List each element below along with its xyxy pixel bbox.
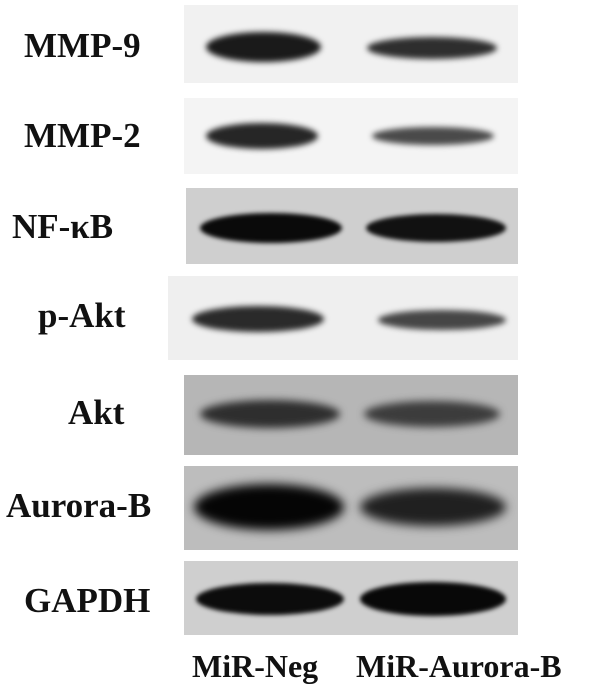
band-gapdh-mir-aurora-b	[360, 582, 506, 616]
band-gapdh-mir-neg	[196, 583, 344, 615]
blot-mmp-2	[184, 98, 518, 174]
lane-label-mir-aurora-b: MiR-Aurora-B	[356, 648, 562, 684]
row-label-gapdh: GAPDH	[24, 581, 151, 620]
band-p-akt-mir-neg	[192, 306, 324, 332]
band-mmp-2-mir-aurora-b	[372, 127, 494, 145]
blot-akt	[184, 375, 518, 455]
blot-mmp-9	[184, 5, 518, 83]
band-nf-kb-mir-aurora-b	[366, 214, 506, 242]
band-nf-kb-mir-neg	[200, 213, 342, 243]
row-label-akt: Akt	[68, 393, 125, 432]
band-mmp-2-mir-neg	[206, 123, 318, 149]
blot-aurora-b	[184, 466, 518, 550]
row-label-aurora-b: Aurora-B	[6, 486, 152, 525]
row-label-p-akt: p-Akt	[38, 296, 126, 335]
band-p-akt-mir-aurora-b	[378, 310, 506, 330]
blot-nf-kb	[186, 188, 518, 264]
band-aurora-b-mir-neg	[194, 484, 344, 530]
blot-p-akt	[168, 276, 518, 360]
blot-gapdh	[184, 561, 518, 635]
band-aurora-b-mir-aurora-b	[360, 488, 506, 526]
band-akt-mir-aurora-b	[364, 401, 500, 427]
lane-label-mir-neg: MiR-Neg	[192, 648, 319, 684]
band-mmp-9-mir-neg	[206, 32, 321, 62]
row-label-mmp-2: MMP-2	[24, 116, 141, 155]
band-mmp-9-mir-aurora-b	[367, 37, 497, 59]
band-akt-mir-neg	[200, 400, 340, 428]
row-label-mmp-9: MMP-9	[24, 26, 141, 65]
row-label-nf-kb: NF-κB	[12, 207, 114, 246]
